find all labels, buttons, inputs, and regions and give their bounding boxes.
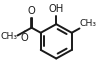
Text: O: O xyxy=(20,33,28,43)
Text: OH: OH xyxy=(49,4,64,14)
Text: CH₃: CH₃ xyxy=(0,32,17,41)
Text: O: O xyxy=(28,6,35,16)
Text: CH₃: CH₃ xyxy=(80,19,97,28)
